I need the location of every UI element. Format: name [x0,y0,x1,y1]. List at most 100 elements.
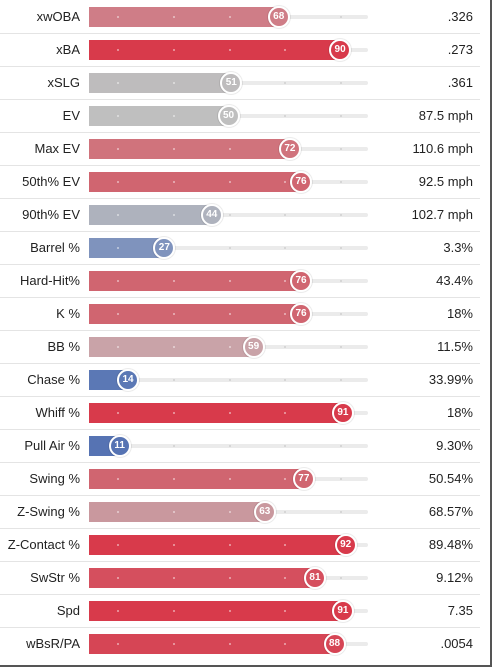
bar-tick [284,577,287,579]
metric-value: 87.5 mph [418,108,473,123]
metric-row: Swing % 77 50.54% [0,463,492,495]
metric-row: K % 76 18% [0,298,492,330]
metric-row: xBA 90 .273 [0,34,492,66]
track-tick [228,214,231,216]
metric-label: 90th% EV [22,207,80,222]
percentile-badge: 92 [334,534,357,556]
row-divider [0,396,480,397]
bar-tick [116,181,119,183]
bar-tick [172,49,175,51]
bar-tick [284,412,287,414]
percentile-bar [89,535,346,555]
row-divider [0,132,480,133]
bar-tick [116,247,119,249]
track-tick [340,247,343,249]
bar-tick [116,148,119,150]
bar-tick [284,478,287,480]
percentile-badge: 50 [217,105,240,127]
percentile-bar [89,40,341,60]
bar-tick [172,280,175,282]
percentile-bar [89,634,335,654]
bar-tick [172,577,175,579]
metric-value: 102.7 mph [411,207,473,222]
metric-label: Z-Swing % [17,504,80,519]
row-divider [0,33,480,34]
track-tick [172,445,175,447]
row-divider [0,495,480,496]
track-tick [284,115,287,117]
track-tick [340,280,343,282]
track-tick [340,379,343,381]
bar-tick [172,313,175,315]
bar-tick [116,610,119,612]
percentile-bar [89,271,302,291]
bar-tick [116,49,119,51]
bar-tick [228,643,231,645]
metric-row: EV 50 87.5 mph [0,100,492,132]
metric-row: Spd 91 7.35 [0,595,492,627]
row-divider [0,528,480,529]
bar-tick [284,610,287,612]
row-divider [0,462,480,463]
track-tick [172,379,175,381]
row-divider [0,330,480,331]
bar-tick [172,511,175,513]
percentile-bar [89,73,232,93]
metric-label: xSLG [47,75,80,90]
metric-row: 90th% EV 44 102.7 mph [0,199,492,231]
metric-value: 7.35 [447,603,473,618]
bar-tick [228,181,231,183]
percentile-badge: 27 [153,237,176,259]
metric-value: 110.6 mph [412,141,473,156]
percentile-bar [89,238,165,258]
percentile-badge: 59 [242,336,265,358]
row-divider [0,297,480,298]
metric-label: Z-Contact % [7,537,80,552]
metric-value: 11.5% [437,339,473,354]
bar-tick [172,148,175,150]
bar-tick [228,610,231,612]
track-tick [340,445,343,447]
percentile-badge: 51 [220,72,243,94]
bar-tick [228,148,231,150]
percentile-badge: 88 [323,633,346,655]
track-tick [228,445,231,447]
bar-tick [116,643,119,645]
bar-tick [172,214,175,216]
metric-value: 89.48% [428,537,473,552]
metric-row: Barrel % 27 3.3% [0,232,492,264]
bar-tick [172,544,175,546]
percentile-bar [89,601,343,621]
metric-value: .273 [447,42,473,57]
metric-label: BB % [47,339,80,354]
track-tick [284,247,287,249]
bar-tick [172,478,175,480]
metric-value: 68.57% [428,504,473,519]
metric-label: xBA [56,42,80,57]
bar-tick [172,643,175,645]
metric-label: xwOBA [36,9,80,24]
bar-tick [172,346,175,348]
bar-tick [116,478,119,480]
bar-tick [116,577,119,579]
bar-tick [116,313,119,315]
percentile-bar [89,469,304,489]
percentile-bar [89,502,265,522]
bar-tick [284,643,287,645]
metric-label: wBsR/PA [26,636,80,651]
bar-tick [228,16,231,18]
bar-tick [116,280,119,282]
metric-value: 18% [446,405,473,420]
metric-value: 33.99% [428,372,473,387]
track-tick [228,379,231,381]
bar-tick [172,115,175,117]
percentile-badge: 76 [290,270,313,292]
metric-value: .0054 [440,636,473,651]
bar-tick [116,511,119,513]
row-divider [0,99,480,100]
bar-tick [116,214,119,216]
bar-tick [228,511,231,513]
metric-row: BB % 59 11.5% [0,331,492,363]
track-tick [284,511,287,513]
track-tick [228,247,231,249]
